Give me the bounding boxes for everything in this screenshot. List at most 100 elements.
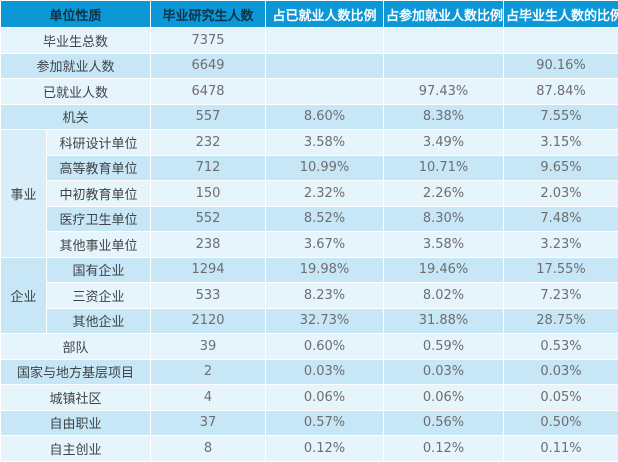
row-label: 已就业人数	[0, 78, 152, 105]
value-cell: 17.55%	[503, 256, 618, 284]
value-cell: 97.43%	[383, 78, 505, 105]
value-cell: 232	[150, 129, 267, 156]
table-body: 毕业生总数 7375 参加就业人数 6649 90.16% 已就业人数 6478 97.43%…	[0, 27, 618, 462]
value-cell: 150	[150, 180, 267, 207]
value-cell: 8.60%	[265, 103, 385, 131]
value-cell: 0.50%	[503, 409, 618, 437]
value-cell: 2120	[150, 307, 267, 335]
table-row: 企业 国有企业 1294 19.98% 19.46% 17.55%	[0, 256, 618, 335]
column-header-graduate-count: 毕业研究生人数	[150, 0, 267, 28]
value-cell: 8.30%	[383, 205, 505, 233]
value-cell: 0.06%	[383, 384, 505, 411]
group-cell: 事业	[0, 129, 47, 258]
row-label: 高等教育单位	[45, 154, 152, 182]
table-row: 机关 557 8.60% 8.38% 7.55%	[0, 103, 618, 131]
row-label: 中初教育单位	[45, 180, 152, 207]
value-cell: 0.06%	[265, 384, 385, 411]
value-cell: 238	[150, 231, 267, 258]
value-cell: 7375	[150, 27, 267, 54]
value-cell: 3.23%	[503, 231, 618, 258]
value-cell: 0.53%	[503, 333, 618, 360]
value-cell: 0.57%	[265, 409, 385, 437]
value-cell	[265, 52, 385, 80]
table-row: 自主创业 8 0.12% 0.12% 0.11%	[0, 435, 618, 462]
value-cell: 10.99%	[265, 154, 385, 182]
row-label: 毕业生总数	[0, 27, 152, 54]
row-label: 部队	[0, 333, 152, 360]
value-cell: 712	[150, 154, 267, 182]
value-cell: 28.75%	[503, 307, 618, 335]
table-row: 城镇社区 4 0.06% 0.06% 0.05%	[0, 384, 618, 411]
table-row: 医疗卫生单位 552 8.52% 8.30% 7.48%	[1, 205, 618, 233]
value-cell: 37	[150, 409, 267, 437]
value-cell: 0.03%	[503, 358, 618, 386]
row-label: 其他事业单位	[45, 231, 152, 258]
value-cell: 0.12%	[383, 435, 505, 462]
row-label: 三资企业	[45, 282, 152, 309]
value-cell	[383, 52, 505, 80]
row-label: 医疗卫生单位	[45, 205, 152, 233]
table-row: 参加就业人数 6649 90.16%	[0, 52, 618, 80]
value-cell: 0.60%	[265, 333, 385, 360]
table-row: 事业 科研设计单位 232 3.58% 3.49% 3.15%	[0, 129, 618, 258]
table-row: 三资企业 533 8.23% 8.02% 7.23%	[1, 282, 618, 309]
row-label: 自主创业	[0, 435, 152, 462]
value-cell: 0.11%	[503, 435, 618, 462]
value-cell: 0.05%	[503, 384, 618, 411]
value-cell: 8.38%	[383, 103, 505, 131]
value-cell: 2.32%	[265, 180, 385, 207]
row-label: 参加就业人数	[0, 52, 152, 80]
value-cell: 2	[150, 358, 267, 386]
table-row: 其他事业单位 238 3.67% 3.58% 3.23%	[1, 231, 618, 258]
value-cell: 8.02%	[383, 282, 505, 309]
row-label: 其他企业	[45, 307, 152, 335]
value-cell: 10.71%	[383, 154, 505, 182]
value-cell: 39	[150, 333, 267, 360]
value-cell: 90.16%	[503, 52, 618, 80]
value-cell: 3.58%	[383, 231, 505, 258]
table-row: 已就业人数 6478 97.43% 87.84%	[0, 78, 618, 105]
value-cell: 87.84%	[503, 78, 618, 105]
value-cell: 19.98%	[265, 256, 385, 284]
value-cell: 0.12%	[265, 435, 385, 462]
column-header-unit-type: 单位性质	[0, 0, 152, 28]
row-label: 城镇社区	[0, 384, 152, 411]
value-cell: 8	[150, 435, 267, 462]
row-label: 机关	[0, 103, 152, 131]
value-cell: 0.56%	[383, 409, 505, 437]
table-row: 自由职业 37 0.57% 0.56% 0.50%	[0, 409, 618, 437]
value-cell: 31.88%	[383, 307, 505, 335]
value-cell: 7.55%	[503, 103, 618, 131]
row-label: 国有企业	[45, 256, 152, 284]
table-row: 国家与地方基层项目 2 0.03% 0.03% 0.03%	[0, 358, 618, 386]
value-cell: 552	[150, 205, 267, 233]
row-label: 自由职业	[0, 409, 152, 437]
value-cell: 1294	[150, 256, 267, 284]
value-cell: 0.03%	[265, 358, 385, 386]
value-cell: 8.52%	[265, 205, 385, 233]
column-header-pct-of-jobseekers: 占参加就业人数比例	[383, 0, 505, 28]
value-cell: 3.58%	[265, 129, 385, 156]
value-cell: 2.03%	[503, 180, 618, 207]
value-cell: 2.26%	[383, 180, 505, 207]
value-cell: 19.46%	[383, 256, 505, 284]
column-header-pct-of-employed: 占已就业人数比例	[265, 0, 385, 28]
value-cell: 32.73%	[265, 307, 385, 335]
table-row: 高等教育单位 712 10.99% 10.71% 9.65%	[1, 154, 618, 182]
value-cell: 3.49%	[383, 129, 505, 156]
value-cell: 7.48%	[503, 205, 618, 233]
value-cell: 533	[150, 282, 267, 309]
group-cell: 企业	[0, 256, 47, 335]
value-cell: 6478	[150, 78, 267, 105]
row-label: 科研设计单位	[45, 129, 152, 156]
value-cell: 0.03%	[383, 358, 505, 386]
table-row: 部队 39 0.60% 0.59% 0.53%	[0, 333, 618, 360]
value-cell: 9.65%	[503, 154, 618, 182]
header-row: 单位性质 毕业研究生人数 占已就业人数比例 占参加就业人数比例 占毕业生人数的比…	[0, 0, 618, 28]
row-label: 国家与地方基层项目	[0, 358, 152, 386]
value-cell: 4	[150, 384, 267, 411]
value-cell: 7.23%	[503, 282, 618, 309]
table-row: 其他企业 2120 32.73% 31.88% 28.75%	[1, 307, 618, 335]
